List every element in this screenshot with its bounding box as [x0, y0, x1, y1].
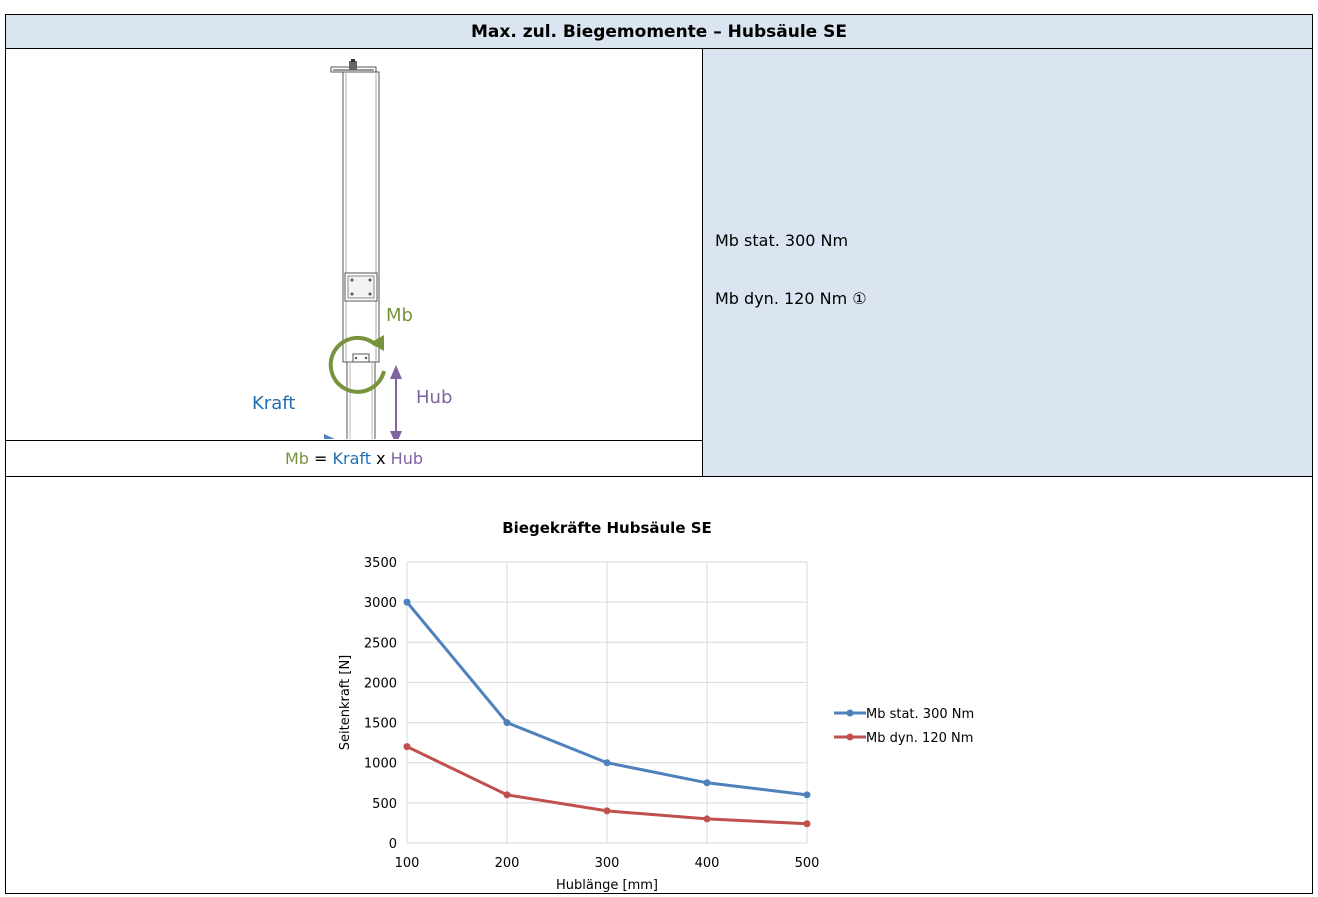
y-tick-label: 1500 [364, 717, 397, 732]
outer-tube-icon [342, 71, 380, 363]
page-title: Max. zul. Biegemomente – Hubsäule SE [470, 21, 847, 42]
data-point [703, 779, 711, 787]
legend-label: Mb stat. 300 Nm [866, 707, 974, 722]
data-point [603, 807, 611, 815]
top-plate-icon [330, 59, 377, 73]
x-tick-label: 500 [795, 856, 820, 871]
stroke-arrow-icon [390, 365, 402, 445]
x-tick-label: 400 [695, 856, 720, 871]
y-tick-label: 3000 [364, 596, 397, 611]
x-tick-label: 200 [495, 856, 520, 871]
data-point [803, 820, 811, 828]
x-tick-label: 100 [395, 856, 420, 871]
data-point [803, 791, 811, 799]
y-tick-label: 2500 [364, 636, 397, 651]
y-tick-label: 3500 [364, 556, 397, 571]
spec-static-moment: Mb stat. 300 Nm [715, 231, 849, 250]
data-point [703, 815, 711, 823]
formula-times: x [371, 449, 391, 468]
formula-mb: Mb [284, 449, 309, 468]
y-tick-label: 2000 [364, 676, 397, 691]
chart-title: Biegekräfte Hubsäule SE [502, 519, 712, 537]
y-tick-label: 500 [372, 797, 397, 812]
specs-cell: Mb stat. 300 Nm Mb dyn. 120 Nm ① [703, 49, 1312, 477]
formula-equals: = [308, 449, 333, 468]
data-point [603, 759, 611, 767]
formula-hub: Hub [390, 449, 423, 468]
data-point [503, 719, 511, 727]
moment-arrow-icon [328, 335, 386, 394]
x-axis-label: Hublänge [mm] [556, 878, 658, 893]
x-tick-label: 300 [595, 856, 620, 871]
chart-cell: Biegekräfte Hubsäule SE 0 500 1000 1500 2000 2… [6, 477, 1312, 893]
kraft-label: Kraft [252, 393, 295, 414]
y-tick-label: 1000 [364, 757, 397, 772]
data-point [503, 791, 511, 799]
legend-label: Mb dyn. 120 Nm [866, 731, 973, 746]
mb-label: Mb [386, 305, 413, 326]
legend-marker [846, 733, 854, 741]
legend-marker [846, 709, 854, 717]
force-arrow-icon [258, 434, 337, 446]
hub-label: Hub [416, 387, 452, 408]
lift-column-diagram: Mb Kraft Hub [252, 59, 452, 446]
inner-tube-icon [346, 353, 376, 444]
spec-dynamic-moment: Mb dyn. 120 Nm ① [715, 289, 867, 308]
formula-kraft: Kraft [332, 449, 372, 468]
column-diagram-cell: Mb Kraft Hub [6, 49, 703, 446]
y-axis-label: Seitenkraft [N] [338, 655, 353, 750]
data-point [403, 598, 411, 606]
bracket-icon [344, 272, 378, 302]
table-header: Max. zul. Biegemomente – Hubsäule SE [6, 15, 1312, 49]
line-chart: Biegekräfte Hubsäule SE 0 500 1000 1500 2000 2… [338, 519, 974, 893]
formula-cell: Mb = Kraft x Hub [6, 441, 703, 477]
y-tick-label: 0 [389, 837, 397, 852]
data-sheet-table: Max. zul. Biegemomente – Hubsäule SE [5, 14, 1313, 894]
data-point [403, 743, 411, 751]
